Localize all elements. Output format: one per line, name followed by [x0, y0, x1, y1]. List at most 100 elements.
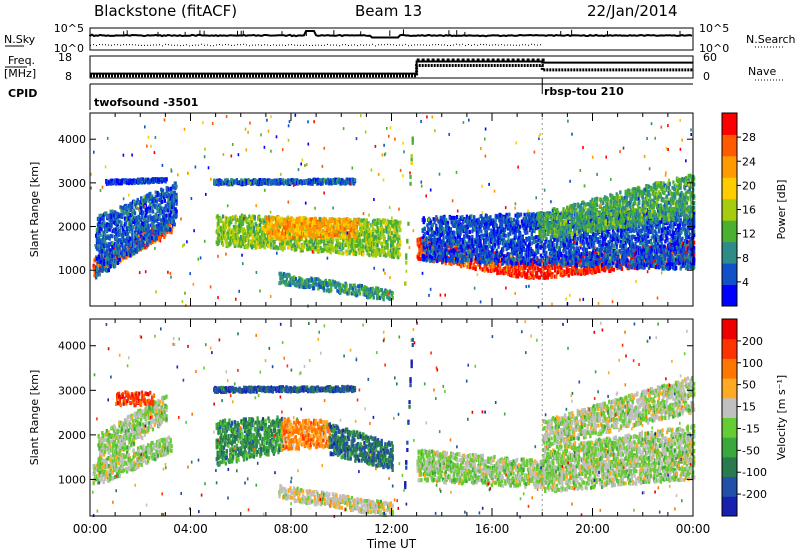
power-cell	[149, 238, 152, 243]
power-cell	[127, 211, 130, 216]
power-cell	[250, 229, 254, 234]
power-cell	[126, 180, 129, 185]
power-cell	[109, 248, 112, 253]
power-cell	[133, 243, 136, 248]
power-cell	[118, 257, 121, 262]
power-cell	[281, 244, 284, 249]
power-cell	[175, 201, 178, 206]
power-cell	[159, 202, 162, 207]
power-cell	[105, 250, 109, 255]
power-cell	[117, 238, 120, 243]
power-cell	[251, 235, 255, 240]
power-cell	[409, 174, 412, 179]
power-cell	[288, 231, 292, 236]
power-cell	[111, 245, 114, 250]
power-cell	[110, 223, 113, 228]
power-cells	[90, 113, 696, 309]
power-cell	[98, 266, 101, 271]
nave-point	[516, 58, 520, 62]
freq-panel-frame	[89, 55, 694, 79]
power-cell	[170, 205, 174, 209]
power-cell	[160, 211, 163, 215]
nave-point	[511, 58, 515, 62]
noise-y2tick-label: 10^5	[699, 22, 729, 35]
power-cell	[170, 221, 174, 225]
power-cell	[362, 244, 365, 249]
power-cell	[119, 226, 122, 231]
power-cell	[250, 244, 254, 249]
power-cell	[399, 240, 402, 244]
nave-point	[456, 58, 460, 62]
power-cell	[120, 208, 123, 213]
power-cell	[339, 282, 342, 287]
power-cell	[253, 215, 256, 220]
power-cell	[137, 201, 140, 206]
power-cell	[174, 207, 177, 212]
power-cell	[282, 222, 285, 226]
power-cell	[104, 251, 107, 256]
nave-point	[486, 58, 490, 62]
power-cell	[140, 218, 143, 223]
nave-point	[421, 58, 425, 62]
power-cell	[163, 198, 166, 203]
power-cell	[141, 239, 144, 244]
power-cell	[406, 238, 409, 243]
power-cell	[338, 233, 341, 238]
power-cell	[278, 242, 282, 247]
power-cell	[162, 216, 166, 221]
power-cell	[155, 199, 158, 204]
power-cell	[131, 228, 134, 233]
power-cell	[229, 233, 232, 238]
power-cell	[114, 214, 118, 219]
power-cell	[168, 219, 171, 224]
power-cell	[259, 223, 262, 228]
power-cell	[551, 274, 554, 279]
power-cell	[249, 219, 252, 224]
power-cell	[229, 242, 232, 247]
power-cell	[135, 249, 138, 254]
power-cell	[123, 250, 126, 255]
power-cell	[150, 209, 153, 214]
power-cell	[264, 236, 267, 241]
power-cell	[102, 266, 105, 271]
power-cell	[237, 241, 240, 246]
power-cell	[143, 220, 147, 225]
power-cell	[243, 229, 246, 233]
power-cell	[165, 177, 168, 182]
power-cell	[170, 228, 173, 233]
power-cell	[216, 214, 219, 219]
power-cell	[148, 232, 151, 237]
power-cell	[121, 205, 124, 210]
power-cell	[220, 217, 223, 222]
power-cell	[117, 244, 120, 249]
power-cell	[152, 196, 156, 201]
nave-point	[521, 58, 525, 62]
power-cell	[136, 227, 139, 232]
power-cell	[166, 188, 169, 193]
power-cell	[139, 231, 142, 236]
power-cell	[250, 222, 253, 227]
power-cell	[345, 283, 348, 288]
power-cell	[119, 205, 122, 210]
power-cell	[105, 263, 108, 268]
power-cell	[460, 264, 463, 269]
noise-panel-frame	[89, 27, 694, 51]
power-cell	[144, 231, 147, 236]
power-cell	[119, 230, 122, 235]
power-cell	[169, 227, 172, 232]
power-cell	[147, 241, 151, 246]
power-cell	[221, 214, 225, 219]
power-cell	[116, 230, 119, 235]
power-cell	[170, 186, 173, 191]
power-cell	[161, 199, 164, 204]
power-cell	[409, 181, 412, 186]
power-cell	[404, 281, 407, 286]
power-cell	[146, 242, 149, 247]
power-cell	[95, 256, 99, 261]
power-cell	[125, 237, 128, 242]
power-cell	[128, 250, 131, 255]
power-cell	[245, 232, 248, 237]
power-cell	[99, 233, 102, 238]
power-cell	[271, 228, 274, 233]
